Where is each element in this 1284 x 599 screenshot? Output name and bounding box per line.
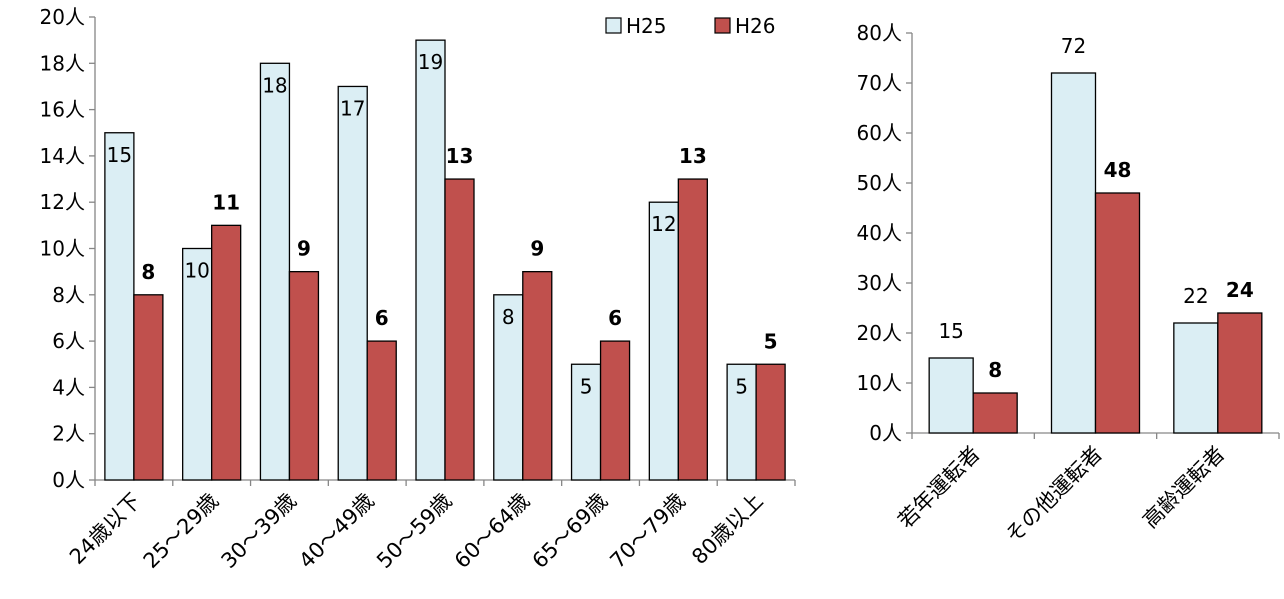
x-category-label: その他運転者 xyxy=(1001,442,1107,548)
driver-type-chart: 0人 10人 20人 30人 40人 50人 60人 70人 80人 15 8 若年運転者 72 48 その… xyxy=(857,21,1280,548)
bar-h25 xyxy=(182,247,213,481)
y-tick-label: 6人 xyxy=(52,329,85,353)
y-tick-label: 18人 xyxy=(40,51,85,75)
bar-h26 xyxy=(288,270,320,481)
bar-h26 xyxy=(366,340,397,481)
y-tick-label: 4人 xyxy=(52,375,85,399)
data-label-h25: 15 xyxy=(938,319,963,343)
y-tick-label: 12人 xyxy=(40,190,85,214)
data-label-h25: 15 xyxy=(107,143,132,167)
chart-legend: H25 H26 xyxy=(605,14,776,38)
y-tick-label: 10人 xyxy=(857,371,902,395)
data-label-h25: 10 xyxy=(184,259,209,283)
data-label-h26: 8 xyxy=(988,358,1002,382)
y-tick-label: 0人 xyxy=(52,468,85,492)
data-label-h25: 72 xyxy=(1061,34,1086,58)
x-category-label: 70～79歳 xyxy=(605,489,689,573)
x-category-label: 50～59歳 xyxy=(372,489,456,573)
bar-h25 xyxy=(104,132,135,481)
x-category-label: 30～39歳 xyxy=(217,489,301,573)
x-category-label: 60～64歳 xyxy=(450,489,534,573)
x-category-label: 25～29歳 xyxy=(139,489,223,573)
y-tick-label: 50人 xyxy=(857,171,902,195)
data-label-h25: 5 xyxy=(735,374,748,398)
bar-h26 xyxy=(599,340,631,481)
data-label-h26: 13 xyxy=(679,144,707,168)
x-category-label: 高齢運転者 xyxy=(1138,442,1229,533)
bar-h26 xyxy=(444,178,475,481)
data-label-h25: 22 xyxy=(1183,284,1208,308)
data-label-h25: 18 xyxy=(262,73,287,97)
bar-h25 xyxy=(259,62,291,481)
bar-h26 xyxy=(1217,312,1263,434)
y-tick-label: 0人 xyxy=(869,421,902,445)
data-label-h25: 5 xyxy=(580,374,593,398)
y-tick-label: 40人 xyxy=(857,221,902,245)
data-label-h26: 5 xyxy=(764,329,778,353)
data-label-h26: 9 xyxy=(530,237,544,261)
bar-h25 xyxy=(415,39,446,481)
bar-h25 xyxy=(928,357,974,434)
y-tick-label: 8人 xyxy=(52,283,85,307)
data-label-h25: 8 xyxy=(502,305,515,329)
data-label-h26: 9 xyxy=(297,237,311,261)
x-category-label: 80歳以上 xyxy=(687,489,767,569)
x-category-label: 65～69歳 xyxy=(528,489,612,573)
bar-h26 xyxy=(1094,192,1141,434)
y-tick-label: 60人 xyxy=(857,121,902,145)
data-label-h26: 8 xyxy=(141,260,155,284)
data-label-h26: 11 xyxy=(212,190,240,214)
x-category-label: 若年運転者 xyxy=(893,442,984,533)
bar-h25 xyxy=(570,363,602,481)
bar-h25 xyxy=(493,294,524,481)
data-label-h25: 17 xyxy=(340,96,365,120)
data-label-h26: 6 xyxy=(608,306,622,330)
data-label-h25: 19 xyxy=(418,50,443,74)
bar-h25 xyxy=(726,363,757,481)
legend-swatch-h25 xyxy=(605,17,622,34)
data-label-h26: 24 xyxy=(1226,278,1254,302)
legend-label-h25: H25 xyxy=(626,14,667,38)
bar-h25 xyxy=(1173,322,1219,434)
x-category-label: 24歳以下 xyxy=(65,489,145,569)
bar-h25 xyxy=(1050,72,1097,434)
y-tick-label: 10人 xyxy=(40,237,85,261)
bar-h26 xyxy=(972,392,1018,434)
data-label-h26: 48 xyxy=(1104,158,1132,182)
bar-h26 xyxy=(522,270,553,481)
bar-h26 xyxy=(755,363,786,481)
bar-h25 xyxy=(337,85,368,481)
bar-h26 xyxy=(677,178,708,481)
y-tick-label: 16人 xyxy=(40,98,85,122)
legend-label-h26: H26 xyxy=(735,14,776,38)
y-tick-label: 20人 xyxy=(40,5,85,29)
data-label-h26: 6 xyxy=(375,306,389,330)
data-label-h25: 12 xyxy=(651,212,676,236)
y-tick-label: 30人 xyxy=(857,271,902,295)
x-category-label: 40～49歳 xyxy=(294,489,378,573)
bar-h25 xyxy=(648,201,679,481)
age-group-chart: 0人 2人 4人 6人 8人 10人 12人 14人 16人 18人 20人 15 8 24歳以下 10 11… xyxy=(40,5,796,573)
y-tick-label: 20人 xyxy=(857,321,902,345)
legend-swatch-h26 xyxy=(714,17,731,34)
y-tick-label: 70人 xyxy=(857,71,902,95)
bar-h26 xyxy=(211,224,242,481)
y-tick-label: 14人 xyxy=(40,144,85,168)
data-label-h26: 13 xyxy=(446,144,474,168)
y-tick-label: 80人 xyxy=(857,21,902,45)
bar-h26 xyxy=(133,294,164,481)
y-tick-label: 2人 xyxy=(52,422,85,446)
